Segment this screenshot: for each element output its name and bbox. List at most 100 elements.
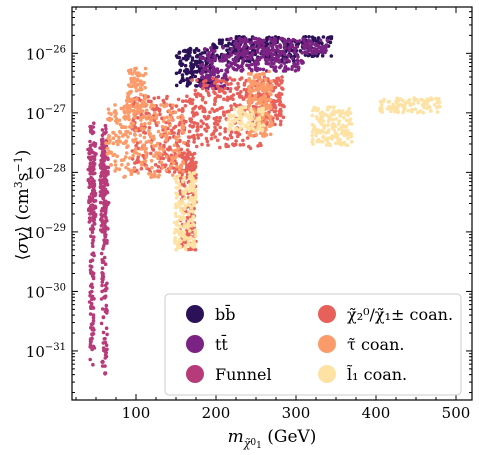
- point: [202, 107, 207, 112]
- point: [286, 53, 291, 58]
- point: [93, 199, 98, 203]
- point: [101, 330, 106, 335]
- point: [229, 64, 233, 68]
- point: [180, 73, 185, 77]
- point: [320, 116, 324, 120]
- point: [126, 69, 131, 73]
- point: [188, 46, 192, 51]
- point: [92, 189, 97, 193]
- point: [105, 286, 109, 291]
- point: [167, 131, 172, 135]
- point: [144, 140, 149, 144]
- point: [148, 117, 153, 122]
- point: [236, 81, 240, 86]
- point: [158, 112, 162, 117]
- point: [183, 245, 187, 250]
- point: [275, 116, 280, 121]
- point: [268, 132, 273, 137]
- point: [334, 117, 339, 121]
- point: [335, 135, 339, 140]
- point: [128, 156, 132, 160]
- point: [204, 117, 208, 121]
- point: [98, 193, 103, 198]
- point: [171, 166, 175, 170]
- point: [223, 43, 228, 48]
- point: [105, 347, 109, 352]
- point: [169, 128, 174, 133]
- point: [143, 122, 147, 126]
- point: [316, 138, 321, 142]
- point: [245, 38, 249, 43]
- point: [190, 177, 194, 181]
- point: [188, 235, 193, 240]
- point: [194, 111, 199, 115]
- point: [103, 170, 107, 174]
- point: [201, 70, 205, 74]
- point: [125, 129, 130, 134]
- point: [272, 52, 277, 57]
- point: [283, 64, 288, 69]
- point: [142, 96, 147, 101]
- point: [215, 138, 220, 143]
- point: [401, 110, 405, 115]
- point: [282, 40, 287, 45]
- point: [401, 98, 405, 103]
- point: [190, 70, 195, 75]
- point: [88, 227, 93, 231]
- point: [100, 137, 105, 141]
- point: [185, 224, 189, 228]
- point: [149, 105, 153, 109]
- point: [217, 89, 222, 94]
- point: [261, 42, 266, 47]
- point: [102, 184, 107, 188]
- point: [106, 107, 111, 111]
- point: [160, 165, 165, 169]
- point: [211, 43, 215, 48]
- y-tick-label: 10−31: [26, 342, 66, 361]
- point: [206, 58, 210, 63]
- point: [233, 52, 238, 56]
- point: [222, 136, 227, 140]
- point: [113, 159, 117, 163]
- point: [192, 151, 197, 156]
- point: [273, 38, 278, 43]
- point: [90, 252, 94, 256]
- point: [278, 43, 282, 47]
- point: [349, 134, 354, 139]
- point: [220, 59, 225, 63]
- point: [107, 141, 111, 145]
- point: [93, 144, 97, 148]
- point: [185, 78, 189, 82]
- point: [213, 99, 217, 104]
- point: [156, 164, 161, 169]
- point: [239, 76, 244, 80]
- point: [308, 44, 313, 48]
- point: [436, 96, 441, 101]
- point: [274, 81, 278, 85]
- point: [134, 144, 138, 148]
- point: [253, 63, 258, 68]
- point: [183, 205, 187, 210]
- point: [429, 109, 433, 113]
- point: [209, 46, 213, 50]
- point: [211, 65, 216, 70]
- point: [168, 123, 172, 128]
- point: [188, 119, 193, 123]
- point: [192, 140, 196, 144]
- point: [104, 130, 108, 134]
- point: [378, 107, 382, 111]
- point: [125, 107, 129, 111]
- point: [239, 40, 244, 45]
- point: [237, 36, 242, 41]
- point: [280, 86, 284, 90]
- point: [342, 116, 346, 120]
- point: [188, 247, 193, 252]
- point: [340, 128, 345, 133]
- point: [378, 99, 383, 104]
- y-axis-ticks: 10−31 10−30 10−29 10−28 10−27 10−26: [26, 6, 472, 394]
- point: [235, 87, 239, 92]
- point: [128, 97, 133, 102]
- point: [132, 150, 137, 155]
- point: [199, 63, 204, 68]
- x-axis-label: mχ̃01 (GeV): [228, 427, 317, 451]
